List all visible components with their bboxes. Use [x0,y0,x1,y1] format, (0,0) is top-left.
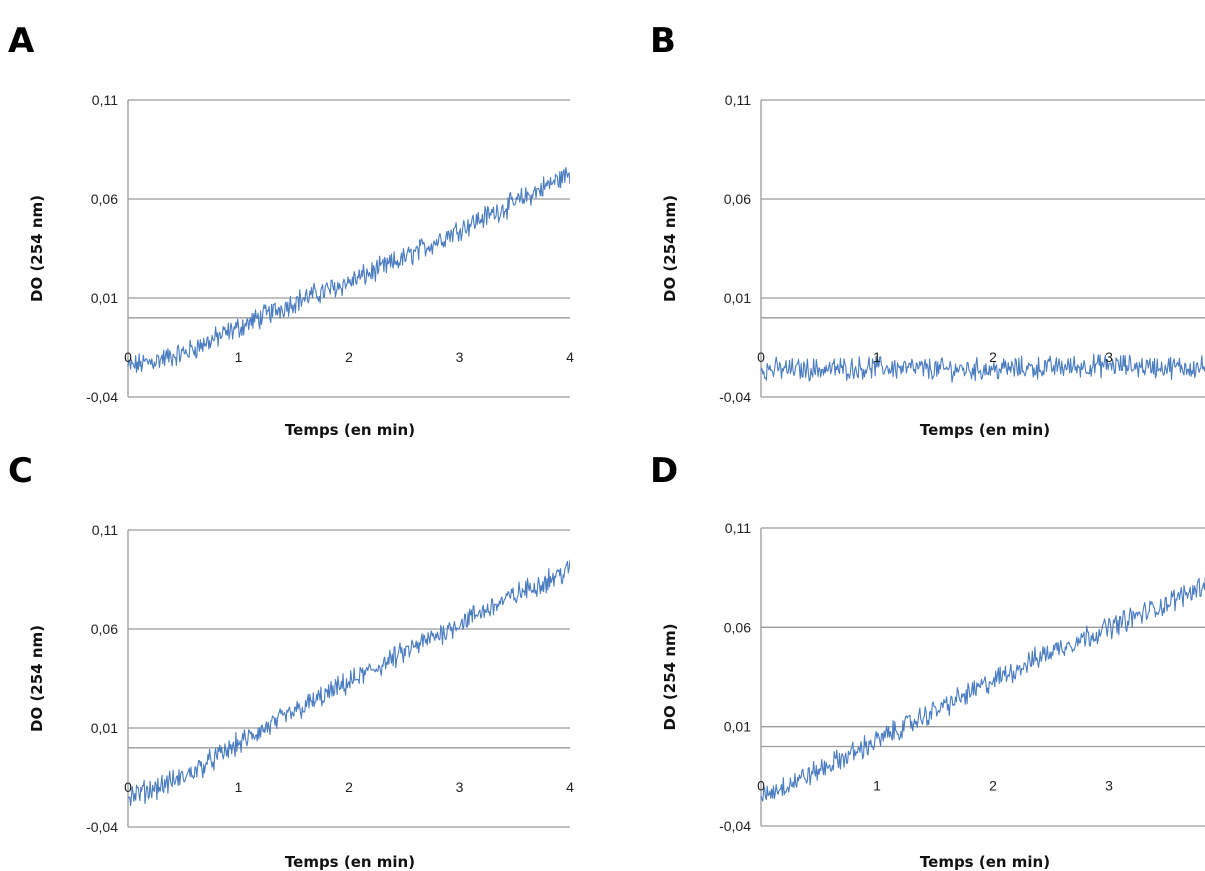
panel-letter: D [650,451,678,491]
x-tick-label: 2 [345,349,353,365]
series-line [127,167,570,373]
y-tick-label: -0,04 [86,389,118,405]
y-axis-title: DO (254 nm) [661,195,679,302]
x-tick-label: 3 [1105,349,1113,365]
y-tick-label: 0,11 [725,520,751,536]
series-line [127,559,570,807]
x-tick-label: 3 [456,349,464,365]
x-axis-title: Temps (en min) [285,421,415,439]
x-tick-label: 1 [235,779,243,795]
x-tick-label: 0 [757,778,765,794]
x-tick-label: 3 [456,779,464,795]
y-tick-label: 0,01 [724,719,751,735]
x-tick-label: 0 [124,779,132,795]
series-line [760,353,1205,383]
x-tick-label: 1 [873,349,881,365]
x-tick-label: 2 [989,349,997,365]
panel-a: A 0,11 0,06 0,01 -0,04 0 1 2 3 4 Temps (en min) DO … [8,21,574,439]
y-tick-label: 0,11 [92,522,118,538]
x-axis-title: Temps (en min) [920,421,1050,439]
y-tick-label: 0,11 [92,92,118,108]
y-tick-label: 0,06 [724,191,751,207]
y-tick-label: 0,01 [724,290,751,306]
y-tick-label: 0,01 [91,720,118,736]
x-tick-label: 1 [235,349,243,365]
x-tick-label: 3 [1105,778,1113,794]
panel-letter: B [650,21,676,61]
y-tick-label: -0,04 [719,389,751,405]
y-axis-title: DO (254 nm) [28,195,46,302]
series-line [760,575,1205,802]
x-tick-label: 0 [124,349,132,365]
y-tick-label: -0,04 [719,818,751,834]
y-tick-label: -0,04 [86,819,118,835]
y-tick-label: 0,11 [725,92,751,108]
x-tick-label: 1 [873,778,881,794]
y-tick-label: 0,06 [91,191,118,207]
y-tick-label: 0,06 [724,619,751,635]
y-axis-title: DO (254 nm) [28,625,46,732]
x-axis-title: Temps (en min) [920,853,1050,871]
x-tick-label: 2 [345,779,353,795]
x-tick-label: 0 [757,349,765,365]
x-tick-label: 2 [989,778,997,794]
x-tick-label: 4 [566,349,574,365]
panel-letter: C [8,451,33,491]
panel-c: C 0,11 0,06 0,01 -0,04 0 1 2 3 4 Temps (en min) DO … [8,451,574,871]
y-axis-title: DO (254 nm) [661,624,679,731]
x-axis-title: Temps (en min) [285,853,415,871]
y-tick-label: 0,06 [91,621,118,637]
y-tick-label: 0,01 [91,290,118,306]
panel-letter: A [8,21,35,61]
x-tick-label: 4 [566,779,574,795]
